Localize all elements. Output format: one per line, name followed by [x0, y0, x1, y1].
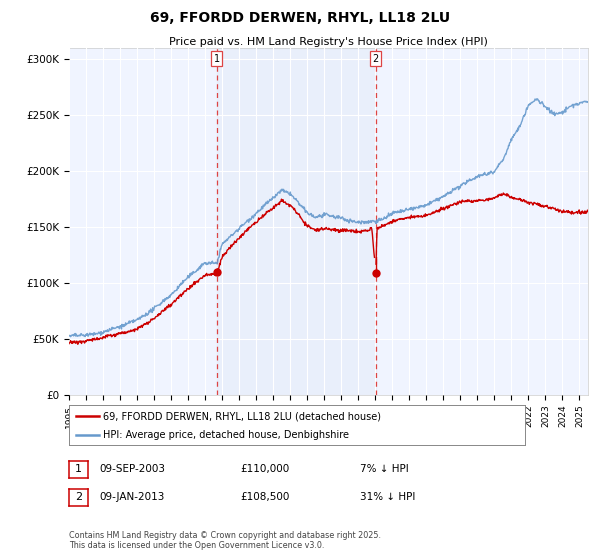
- Text: 09-JAN-2013: 09-JAN-2013: [99, 492, 164, 502]
- Text: HPI: Average price, detached house, Denbighshire: HPI: Average price, detached house, Denb…: [103, 430, 349, 440]
- Text: £110,000: £110,000: [240, 464, 289, 474]
- Text: £108,500: £108,500: [240, 492, 289, 502]
- Text: Contains HM Land Registry data © Crown copyright and database right 2025.
This d: Contains HM Land Registry data © Crown c…: [69, 530, 381, 550]
- Text: 2: 2: [75, 492, 82, 502]
- Text: 69, FFORDD DERWEN, RHYL, LL18 2LU (detached house): 69, FFORDD DERWEN, RHYL, LL18 2LU (detac…: [103, 411, 381, 421]
- Text: 09-SEP-2003: 09-SEP-2003: [99, 464, 165, 474]
- Text: 31% ↓ HPI: 31% ↓ HPI: [360, 492, 415, 502]
- Text: 7% ↓ HPI: 7% ↓ HPI: [360, 464, 409, 474]
- Text: 1: 1: [75, 464, 82, 474]
- Text: 1: 1: [214, 54, 220, 64]
- Bar: [217, 48, 376, 395]
- Title: Price paid vs. HM Land Registry's House Price Index (HPI): Price paid vs. HM Land Registry's House …: [169, 37, 488, 47]
- Text: 2: 2: [373, 54, 379, 64]
- Text: 69, FFORDD DERWEN, RHYL, LL18 2LU: 69, FFORDD DERWEN, RHYL, LL18 2LU: [150, 11, 450, 25]
